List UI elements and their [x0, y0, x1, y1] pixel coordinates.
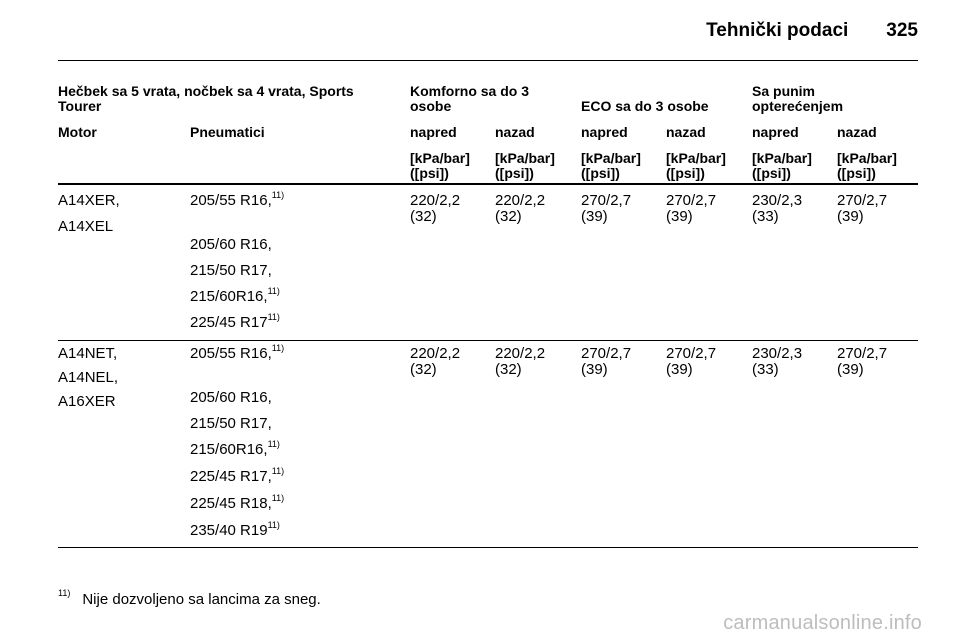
tire-size: 225/45 R17,11): [190, 466, 285, 485]
unit-header: [kPa/bar] ([psi]): [666, 150, 726, 181]
engine-code: A14NET,: [58, 345, 118, 362]
tire-size: 225/45 R18,11): [190, 493, 285, 512]
vehicle-type-header: Hečbek sa 5 vrata, nočbek sa 4 vrata, Sp…: [58, 83, 354, 114]
comfort-rear-header: nazad: [495, 124, 535, 140]
full-front-header: napred: [752, 124, 799, 140]
unit-header: [kPa/bar] ([psi]): [495, 150, 555, 181]
pressure-cell: 270/2,7 (39): [581, 345, 632, 378]
tire-size: 205/60 R16,: [190, 389, 272, 406]
footnote-text: Nije dozvoljeno sa lancima za sneg.: [82, 591, 321, 608]
footnote-ref: 11): [271, 190, 285, 200]
footnote-ref: 11): [271, 343, 285, 353]
pressure-cell: 220/2,2 (32): [410, 345, 461, 378]
footnote-ref: 11): [267, 312, 280, 322]
pressure-cell: 230/2,3 (33): [752, 345, 803, 378]
footnote-ref: 11): [271, 466, 285, 476]
footnote-ref: 11): [267, 439, 280, 449]
tires-column-header: Pneumatici: [190, 124, 265, 140]
pressure-cell: 220/2,2 (32): [495, 192, 546, 225]
header-rule: [58, 60, 918, 61]
tire-size: 215/60R16,11): [190, 286, 280, 305]
unit-header: [kPa/bar] ([psi]): [581, 150, 641, 181]
footnote-ref: 11): [267, 520, 280, 530]
pressure-cell: 270/2,7 (39): [837, 345, 888, 378]
tire-size: 205/60 R16,: [190, 236, 272, 253]
engine-code: A16XER: [58, 393, 116, 410]
engine-code: A14XEL: [58, 218, 114, 235]
tire-size: 215/50 R17,: [190, 262, 272, 279]
tire-size: 215/50 R17,: [190, 415, 272, 432]
tire-size: 205/55 R16,11): [190, 190, 285, 209]
eco-rear-header: nazad: [666, 124, 706, 140]
pressure-cell: 220/2,2 (32): [495, 345, 546, 378]
page-header: Tehnički podaci 325: [706, 20, 918, 42]
footnote-ref: 11): [271, 493, 285, 503]
pressure-cell: 230/2,3 (33): [752, 192, 803, 225]
unit-header: [kPa/bar] ([psi]): [410, 150, 470, 181]
page-title: Tehnički podaci: [706, 20, 849, 41]
footnote-ref: 11): [267, 286, 280, 296]
eco-group-header: ECO sa do 3 osobe: [581, 98, 709, 114]
tire-size: 225/45 R1711): [190, 312, 280, 331]
full-rear-header: nazad: [837, 124, 877, 140]
tire-size: 205/55 R16,11): [190, 343, 285, 362]
comfort-front-header: napred: [410, 124, 457, 140]
footnote-marker: 11): [58, 588, 71, 598]
pressure-cell: 220/2,2 (32): [410, 192, 461, 225]
tire-size: 215/60R16,11): [190, 439, 280, 458]
comfort-group-header: Komforno sa do 3 osobe: [410, 83, 530, 114]
unit-header: [kPa/bar] ([psi]): [752, 150, 812, 181]
engine-code: A14XER,: [58, 192, 120, 209]
pressure-cell: 270/2,7 (39): [837, 192, 888, 225]
tire-size: 235/40 R1911): [190, 520, 280, 539]
table-bottom-rule: [58, 547, 918, 548]
full-load-group-header: Sa punim opterećenjem: [752, 83, 844, 114]
unit-header: [kPa/bar] ([psi]): [837, 150, 897, 181]
pressure-cell: 270/2,7 (39): [581, 192, 632, 225]
table-header-rule: [58, 183, 918, 185]
engine-code: A14NEL,: [58, 369, 119, 386]
pressure-cell: 270/2,7 (39): [666, 192, 717, 225]
watermark: carmanualsonline.info: [723, 612, 922, 634]
pressure-cell: 270/2,7 (39): [666, 345, 717, 378]
eco-front-header: napred: [581, 124, 628, 140]
row-divider: [58, 340, 918, 341]
motor-column-header: Motor: [58, 124, 97, 140]
footnote: 11) Nije dozvoljeno sa lancima za sneg.: [58, 588, 321, 609]
page-number: 325: [886, 20, 918, 41]
